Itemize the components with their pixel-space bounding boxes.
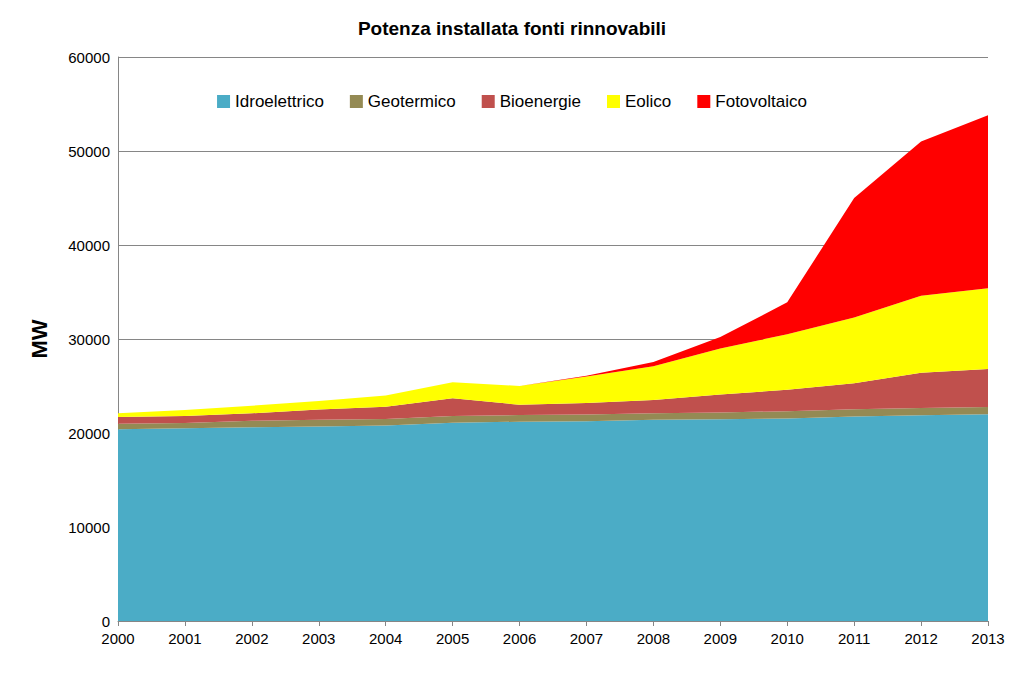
svg-text:2010: 2010	[771, 630, 804, 647]
svg-text:20000: 20000	[68, 425, 110, 442]
svg-text:2005: 2005	[436, 630, 469, 647]
svg-text:2002: 2002	[235, 630, 268, 647]
svg-text:2011: 2011	[838, 630, 870, 647]
svg-text:Eolico: Eolico	[625, 92, 671, 111]
svg-text:Fotovoltaico: Fotovoltaico	[715, 92, 807, 111]
svg-text:60000: 60000	[68, 49, 110, 66]
svg-text:2008: 2008	[637, 630, 670, 647]
svg-text:2001: 2001	[168, 630, 201, 647]
svg-text:2004: 2004	[369, 630, 402, 647]
svg-text:30000: 30000	[68, 331, 110, 348]
svg-text:MW: MW	[27, 319, 52, 358]
svg-text:Potenza installata fonti rinno: Potenza installata fonti rinnovabili	[358, 18, 666, 39]
svg-text:2012: 2012	[904, 630, 937, 647]
svg-text:Idroelettrico: Idroelettrico	[235, 92, 324, 111]
svg-text:2003: 2003	[302, 630, 335, 647]
svg-text:10000: 10000	[68, 519, 110, 536]
svg-text:40000: 40000	[68, 237, 110, 254]
svg-text:0: 0	[102, 613, 110, 630]
svg-text:2006: 2006	[503, 630, 536, 647]
svg-text:50000: 50000	[68, 143, 110, 160]
svg-text:2013: 2013	[971, 630, 1004, 647]
svg-text:2007: 2007	[570, 630, 603, 647]
svg-text:2000: 2000	[101, 630, 134, 647]
svg-text:Bioenergie: Bioenergie	[500, 92, 581, 111]
svg-text:2009: 2009	[704, 630, 737, 647]
svg-text:Geotermico: Geotermico	[368, 92, 456, 111]
